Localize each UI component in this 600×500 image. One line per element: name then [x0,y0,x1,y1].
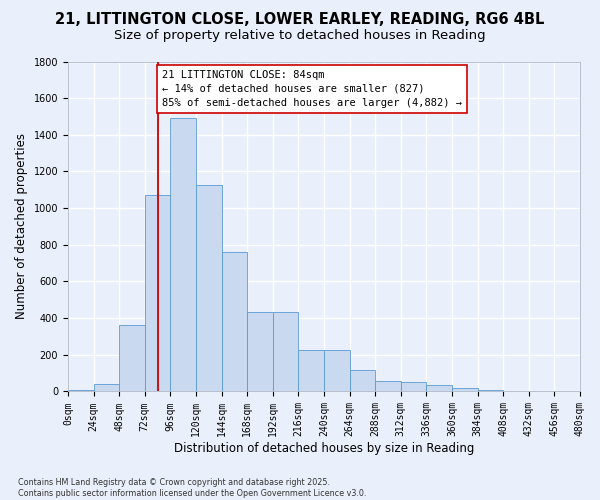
Bar [401,382,427,392]
Y-axis label: Number of detached properties: Number of detached properties [15,134,28,320]
Bar [247,312,273,392]
Text: Contains HM Land Registry data © Crown copyright and database right 2025.
Contai: Contains HM Land Registry data © Crown c… [18,478,367,498]
Bar [478,390,503,392]
Bar [145,196,170,392]
Bar [298,350,324,392]
Bar [452,388,478,392]
Text: Size of property relative to detached houses in Reading: Size of property relative to detached ho… [114,29,486,42]
Bar [170,118,196,392]
Bar [324,350,350,392]
Text: 21, LITTINGTON CLOSE, LOWER EARLEY, READING, RG6 4BL: 21, LITTINGTON CLOSE, LOWER EARLEY, READ… [55,12,545,28]
Bar [273,312,298,392]
Bar [68,390,94,392]
Bar [427,385,452,392]
Text: 21 LITTINGTON CLOSE: 84sqm
← 14% of detached houses are smaller (827)
85% of sem: 21 LITTINGTON CLOSE: 84sqm ← 14% of deta… [162,70,462,108]
Bar [350,370,375,392]
Bar [196,185,221,392]
Bar [119,326,145,392]
X-axis label: Distribution of detached houses by size in Reading: Distribution of detached houses by size … [174,442,474,455]
Bar [503,390,529,392]
Bar [375,382,401,392]
Bar [221,252,247,392]
Bar [94,384,119,392]
